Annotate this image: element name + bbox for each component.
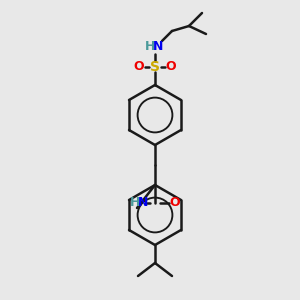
Text: O: O — [170, 196, 180, 209]
Text: H: H — [130, 196, 140, 209]
Text: S: S — [150, 60, 160, 74]
Text: N: N — [138, 196, 148, 209]
Text: N: N — [153, 40, 163, 53]
Text: H: H — [145, 40, 155, 53]
Text: O: O — [134, 61, 144, 74]
Text: O: O — [166, 61, 176, 74]
